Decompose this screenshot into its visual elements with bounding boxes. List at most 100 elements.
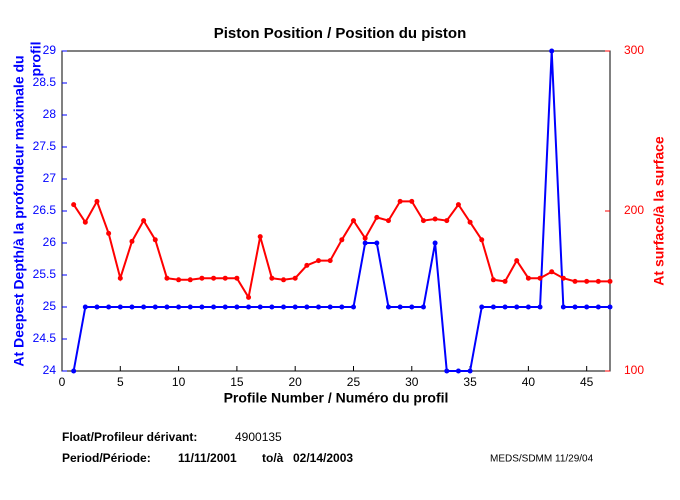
data-point bbox=[385, 218, 391, 224]
x-tick-label: 10 bbox=[172, 375, 186, 389]
y-tick-label: 26 bbox=[43, 235, 57, 249]
y-tick-label: 29 bbox=[43, 43, 57, 57]
y-tick-label: 28.5 bbox=[33, 75, 57, 89]
data-point bbox=[420, 218, 426, 224]
data-point bbox=[409, 198, 415, 204]
data-point bbox=[560, 304, 566, 310]
data-point bbox=[71, 202, 77, 208]
data-point bbox=[479, 237, 485, 243]
y-axis-label: At Deepest Depth/à la profondeur maximal… bbox=[11, 55, 27, 366]
footer-label: Float/Profileur dérivant: bbox=[62, 430, 197, 444]
y-tick-label: 26.5 bbox=[33, 203, 57, 217]
footer-credit: MEDS/SDMM 11/29/04 bbox=[490, 454, 594, 465]
y-axis-label: profil bbox=[28, 42, 44, 77]
x-tick-label: 25 bbox=[347, 375, 361, 389]
data-point bbox=[281, 304, 287, 310]
data-point bbox=[572, 278, 578, 284]
data-point bbox=[269, 275, 275, 281]
data-point bbox=[316, 258, 322, 264]
data-point bbox=[164, 304, 170, 310]
y2-tick-label: 200 bbox=[624, 203, 644, 217]
y2-axis-label: At surface/à la surface bbox=[651, 136, 667, 286]
data-point bbox=[537, 304, 543, 310]
data-point bbox=[327, 258, 333, 264]
data-point bbox=[234, 275, 240, 281]
data-point bbox=[292, 304, 298, 310]
footer-value: 02/14/2003 bbox=[293, 451, 353, 465]
data-point bbox=[479, 304, 485, 310]
data-point bbox=[222, 304, 228, 310]
data-point bbox=[152, 304, 158, 310]
x-tick-label: 35 bbox=[463, 375, 477, 389]
data-point bbox=[117, 304, 123, 310]
data-point bbox=[467, 219, 473, 225]
data-point bbox=[502, 278, 508, 284]
data-point bbox=[257, 234, 263, 240]
data-point bbox=[176, 277, 182, 283]
data-point bbox=[211, 275, 217, 281]
data-point bbox=[490, 304, 496, 310]
data-point bbox=[106, 304, 112, 310]
data-point bbox=[304, 304, 310, 310]
data-point bbox=[595, 304, 601, 310]
data-point bbox=[572, 304, 578, 310]
data-point bbox=[444, 368, 450, 374]
data-point bbox=[455, 368, 461, 374]
data-point bbox=[525, 275, 531, 281]
data-point bbox=[106, 230, 112, 236]
data-point bbox=[397, 304, 403, 310]
data-point bbox=[362, 240, 368, 246]
data-point bbox=[432, 216, 438, 222]
data-point bbox=[71, 368, 77, 374]
data-point bbox=[514, 304, 520, 310]
data-point bbox=[281, 277, 287, 283]
data-point bbox=[502, 304, 508, 310]
x-axis-label: Profile Number / Numéro du profil bbox=[224, 390, 449, 406]
x-tick-label: 30 bbox=[405, 375, 419, 389]
data-point bbox=[525, 304, 531, 310]
y-tick-label: 27 bbox=[43, 171, 57, 185]
data-point bbox=[385, 304, 391, 310]
data-point bbox=[187, 277, 193, 283]
data-point bbox=[222, 275, 228, 281]
y-tick-label: 27.5 bbox=[33, 139, 57, 153]
data-point bbox=[514, 258, 520, 264]
data-point bbox=[199, 275, 205, 281]
data-point bbox=[141, 304, 147, 310]
data-point bbox=[549, 269, 555, 275]
data-point bbox=[490, 277, 496, 283]
data-point bbox=[350, 218, 356, 224]
x-tick-label: 0 bbox=[59, 375, 66, 389]
data-point bbox=[269, 304, 275, 310]
data-point bbox=[141, 218, 147, 224]
footer-value: 4900135 bbox=[235, 430, 282, 444]
data-point bbox=[374, 214, 380, 220]
data-point bbox=[234, 304, 240, 310]
footer-label: Period/Période: bbox=[62, 451, 151, 465]
data-point bbox=[467, 368, 473, 374]
y-tick-label: 25 bbox=[43, 299, 57, 313]
data-point bbox=[584, 278, 590, 284]
data-point bbox=[187, 304, 193, 310]
y-tick-label: 24 bbox=[43, 363, 57, 377]
data-point bbox=[549, 48, 555, 54]
data-point bbox=[362, 235, 368, 241]
data-point bbox=[444, 218, 450, 224]
data-point bbox=[607, 304, 613, 310]
data-point bbox=[560, 275, 566, 281]
data-point bbox=[94, 304, 100, 310]
data-point bbox=[432, 240, 438, 246]
data-point bbox=[584, 304, 590, 310]
data-point bbox=[129, 304, 135, 310]
chart-title: Piston Position / Position du piston bbox=[214, 25, 467, 42]
y2-tick-label: 300 bbox=[624, 43, 644, 57]
data-point bbox=[199, 304, 205, 310]
y-tick-label: 24.5 bbox=[33, 331, 57, 345]
data-point bbox=[339, 237, 345, 243]
data-point bbox=[292, 275, 298, 281]
footer-value: 11/11/2001 bbox=[178, 451, 237, 465]
y-tick-label: 25.5 bbox=[33, 267, 57, 281]
data-point bbox=[176, 304, 182, 310]
data-point bbox=[246, 304, 252, 310]
